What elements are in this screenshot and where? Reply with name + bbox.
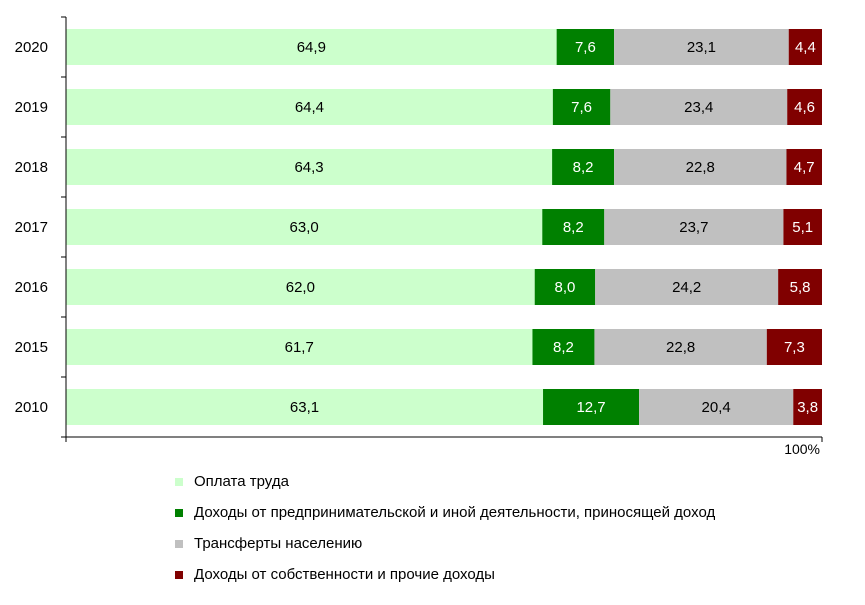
data-label: 61,7: [285, 339, 314, 356]
legend-swatch-property-income: [175, 571, 183, 579]
legend-label-business-income: Доходы от предпринимательской и иной дея…: [194, 504, 716, 521]
category-label: 2016: [15, 279, 48, 296]
legend-swatch-business-income: [175, 509, 183, 517]
data-label: 12,7: [576, 399, 605, 416]
data-label: 62,0: [286, 279, 315, 296]
data-label: 64,3: [294, 159, 323, 176]
bar-segment: [594, 329, 767, 365]
data-label: 20,4: [702, 399, 731, 416]
bar-segment: [595, 269, 779, 305]
bar-segment: [66, 329, 533, 365]
data-label: 7,6: [571, 99, 592, 116]
bar-segment: [534, 269, 596, 305]
data-label: 22,8: [686, 159, 715, 176]
bar-segment: [543, 389, 640, 425]
data-label: 23,1: [687, 39, 716, 56]
bar-segment: [614, 149, 787, 185]
category-label: 2018: [15, 159, 48, 176]
bar-segment: [604, 209, 784, 245]
data-label: 3,8: [797, 399, 818, 416]
data-label: 64,4: [295, 99, 324, 116]
stacked-bar-chart: 64,9 7,6 23,1 4,4 2020 64,4 7,6 23,4 4,6 2019 64,3…: [15, 16, 823, 457]
data-label: 64,9: [297, 39, 326, 56]
category-label: 2015: [15, 339, 48, 356]
data-label: 8,2: [553, 339, 574, 356]
data-label: 4,4: [795, 39, 816, 56]
bar-segment: [614, 29, 789, 65]
bar-segment: [556, 29, 615, 65]
category-label: 2010: [15, 399, 48, 416]
bar-segment: [552, 149, 615, 185]
category-label: 2020: [15, 39, 48, 56]
bar-segment: [542, 209, 605, 245]
data-label: 63,0: [290, 219, 319, 236]
bar-segment: [787, 89, 822, 125]
data-label: 8,2: [563, 219, 584, 236]
data-label: 23,4: [684, 99, 713, 116]
legend-label-transfers: Трансферты населению: [194, 535, 363, 552]
bar-segment: [788, 29, 822, 65]
bar-segment: [793, 389, 822, 425]
bar-segment: [66, 389, 544, 425]
data-label: 22,8: [666, 339, 695, 356]
data-label: 24,2: [672, 279, 701, 296]
bar-segment: [66, 29, 557, 65]
category-label: 2019: [15, 99, 48, 116]
legend-swatch-transfers: [175, 540, 183, 548]
legend-label-wages: Оплата труда: [194, 473, 289, 490]
data-label: 7,3: [784, 339, 805, 356]
data-label: 5,8: [790, 279, 811, 296]
data-label: 23,7: [679, 219, 708, 236]
legend-label-property-income: Доходы от собственности и прочие доходы: [194, 566, 495, 583]
bar-segment: [783, 209, 822, 245]
bar-segment: [766, 329, 822, 365]
bar-segment: [610, 89, 788, 125]
data-label: 63,1: [290, 399, 319, 416]
data-label: 4,7: [794, 159, 815, 176]
data-label: 8,0: [555, 279, 576, 296]
category-label: 2017: [15, 219, 48, 236]
bar-segment: [786, 149, 822, 185]
data-label: 5,1: [792, 219, 813, 236]
legend-swatch-wages: [175, 478, 183, 486]
x-tick-label: 100%: [784, 441, 820, 457]
bar-segment: [778, 269, 822, 305]
bar-segment: [532, 329, 595, 365]
data-label: 8,2: [573, 159, 594, 176]
data-label: 7,6: [575, 39, 596, 56]
bar-segment: [66, 89, 553, 125]
bar-segment: [639, 389, 794, 425]
bar-segment: [66, 269, 535, 305]
bar-segment: [66, 149, 553, 185]
bar-segment: [552, 89, 611, 125]
data-label: 4,6: [794, 99, 815, 116]
bar-segment: [66, 209, 543, 245]
